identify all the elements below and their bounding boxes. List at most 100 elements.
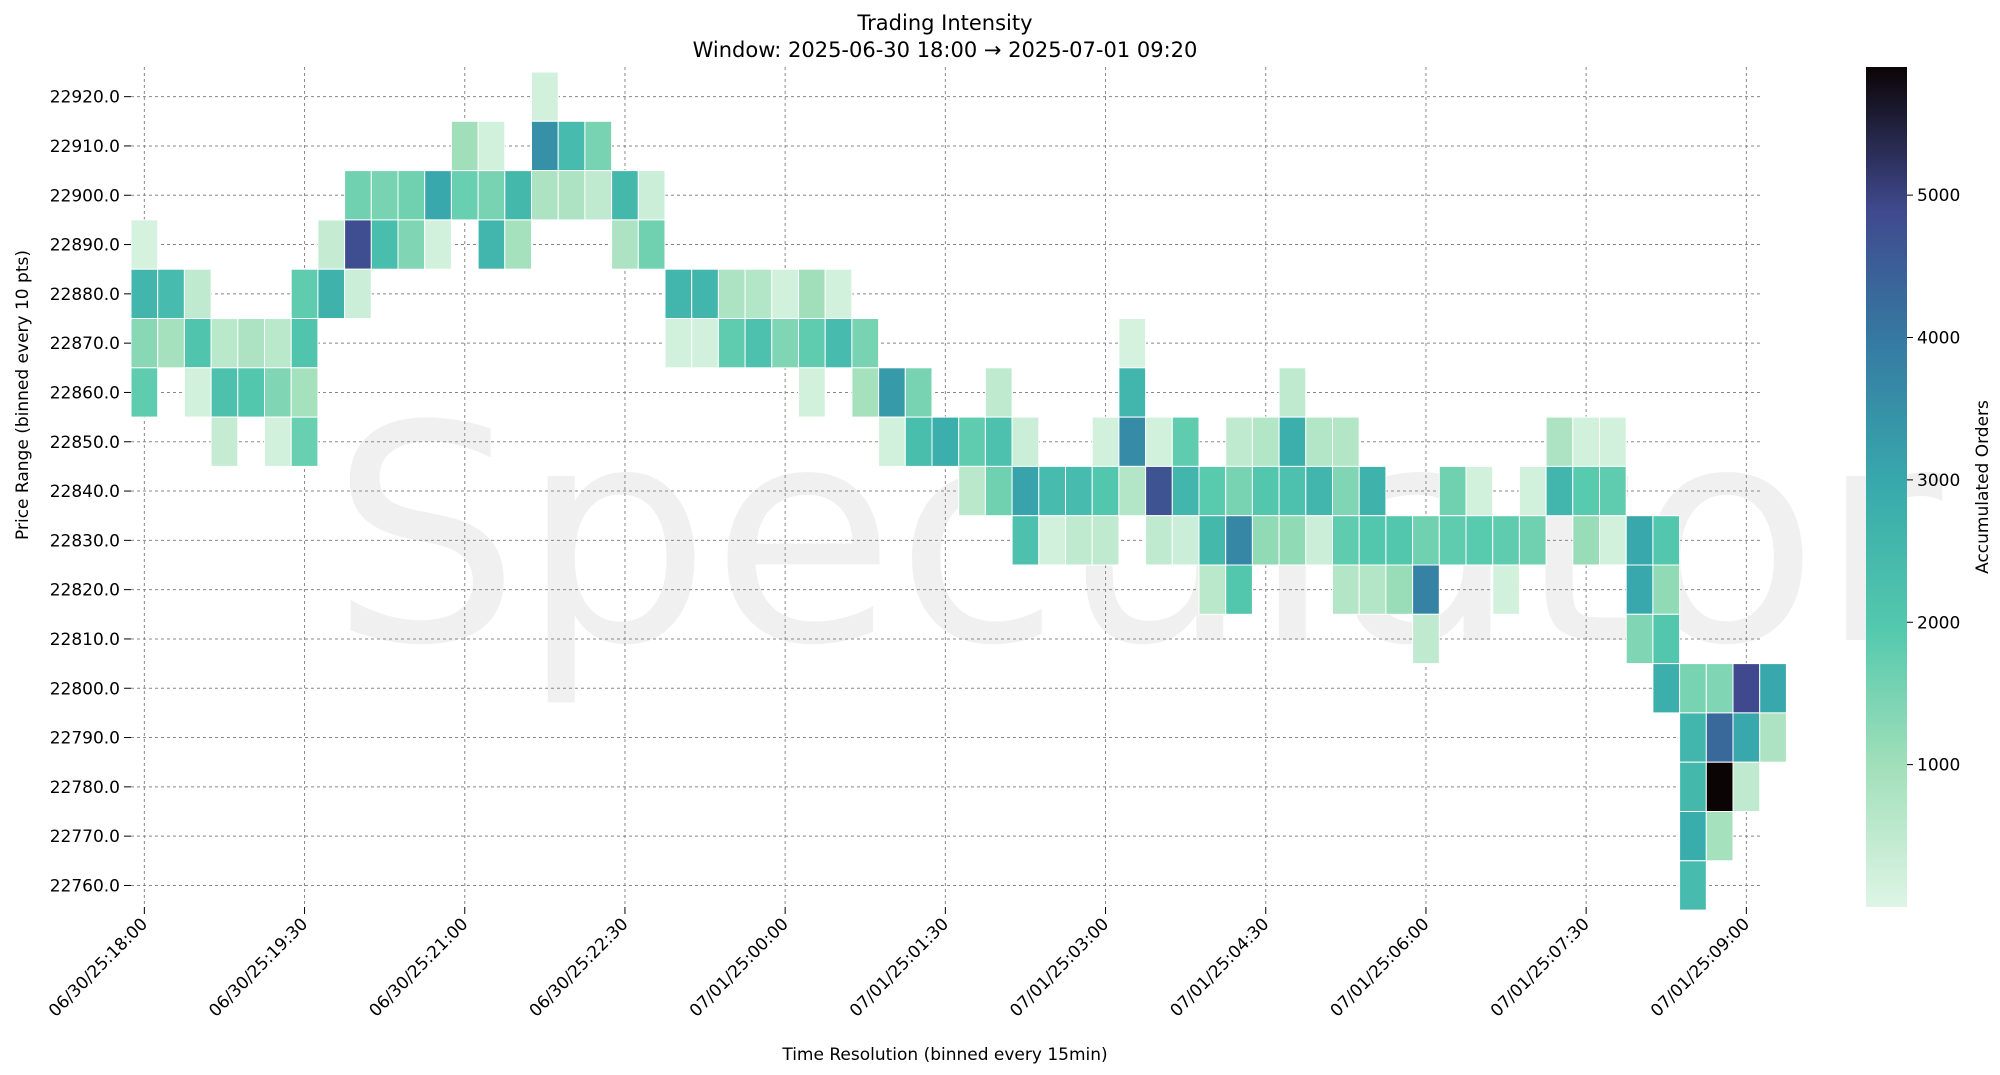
- heatmap-cell: [691, 268, 719, 320]
- heatmap-cell: [344, 170, 372, 221]
- heatmap-cell: [611, 170, 639, 221]
- heatmap-cell: [1118, 318, 1147, 369]
- heatmap-cell: [904, 416, 933, 467]
- colorbar-tick-label: 2000: [1917, 613, 1960, 633]
- heatmap-cell: [1278, 515, 1307, 566]
- heatmap-cell: [290, 367, 319, 418]
- heatmap-cell: [1198, 465, 1227, 517]
- heatmap-cell: [1145, 515, 1173, 566]
- x-tick-label: 07/01/25:04:30: [1166, 914, 1273, 1021]
- heatmap-cell: [504, 170, 532, 221]
- x-tick-label: 07/01/25:01:30: [846, 914, 953, 1021]
- y-tick-label: 22900.0: [50, 186, 120, 206]
- heatmap-cells: [130, 71, 1787, 911]
- heatmap-cell: [1732, 761, 1761, 813]
- heatmap-cell: [1572, 515, 1601, 566]
- heatmap-cell: [183, 268, 212, 320]
- heatmap-cell: [504, 219, 532, 270]
- heatmap-cell: [851, 367, 880, 418]
- heatmap-cell: [1038, 465, 1067, 517]
- y-tick-label: 22820.0: [50, 581, 120, 601]
- heatmap-cell: [878, 367, 906, 418]
- heatmap-cell: [1705, 712, 1734, 763]
- x-tick-label: 06/30/25:22:30: [526, 914, 633, 1021]
- heatmap-cell: [397, 219, 426, 270]
- heatmap-cell: [1465, 465, 1494, 517]
- heatmap-cell: [1065, 515, 1093, 566]
- heatmap-cell: [1225, 515, 1253, 566]
- heatmap-cell: [798, 367, 826, 418]
- heatmap-cell: [1118, 367, 1147, 418]
- heatmap-cell: [1251, 416, 1280, 467]
- y-tick-label: 22890.0: [50, 236, 120, 256]
- heatmap-cell: [370, 170, 399, 221]
- heatmap-cell: [1438, 515, 1467, 566]
- heatmap-cell: [1705, 761, 1734, 813]
- heatmap-cell: [1652, 564, 1681, 615]
- heatmap-cell: [130, 318, 159, 369]
- heatmap-cell: [1759, 712, 1787, 763]
- heatmap-cell: [531, 170, 559, 221]
- x-tick-label: 07/01/25:06:00: [1327, 914, 1434, 1021]
- y-tick-label: 22920.0: [50, 88, 120, 108]
- heatmap-cell: [1171, 416, 1200, 467]
- heatmap-cell: [1065, 465, 1093, 517]
- heatmap-cell: [664, 268, 693, 320]
- heatmap-cell: [237, 367, 266, 418]
- heatmap-cell: [1625, 564, 1654, 615]
- heatmap-cell: [1518, 465, 1547, 517]
- heatmap-cell: [984, 367, 1013, 418]
- heatmap-cell: [1225, 564, 1253, 615]
- heatmap-cell: [130, 268, 159, 320]
- heatmap-cell: [611, 219, 639, 270]
- heatmap-cell: [1545, 416, 1574, 467]
- heatmap-cell: [771, 318, 799, 369]
- x-tick-label: 07/01/25:07:30: [1487, 914, 1594, 1021]
- x-axis-ticks: 06/30/25:18:00 06/30/25:19:30 06/30/25:21:…: [45, 907, 1754, 1021]
- heatmap-cell: [1679, 811, 1707, 862]
- y-tick-label: 22870.0: [50, 334, 120, 354]
- heatmap-cell: [1679, 761, 1707, 813]
- y-axis-label: Price Range (binned every 10 pts): [13, 250, 33, 540]
- x-tick-label: 06/30/25:21:00: [365, 914, 472, 1021]
- heatmap-cell: [290, 416, 319, 467]
- heatmap-cell: [1198, 515, 1227, 566]
- heatmap-cell: [1305, 515, 1334, 566]
- heatmap-cell: [290, 268, 319, 320]
- heatmap-cell: [1091, 465, 1120, 517]
- heatmap-cell: [1705, 663, 1734, 714]
- heatmap-cell: [1599, 416, 1627, 467]
- heatmap-cell: [424, 219, 452, 270]
- heatmap-cell: [1679, 712, 1707, 763]
- chart-title: Trading Intensity: [856, 11, 1032, 35]
- colorbar-tick-label: 4000: [1917, 329, 1960, 349]
- heatmap-cell: [1599, 465, 1627, 517]
- heatmap-cell: [1385, 515, 1414, 566]
- heatmap-cell: [958, 416, 986, 467]
- x-tick-label: 06/30/25:19:30: [205, 914, 312, 1021]
- y-axis-ticks: 22760.0 22770.0 22780.0 22790.0 22800.0 22810…: [50, 88, 131, 896]
- heatmap-cell: [531, 120, 559, 172]
- heatmap-cell: [264, 318, 292, 369]
- heatmap-cell: [1385, 564, 1414, 615]
- heatmap-cell: [691, 318, 719, 369]
- x-tick-label: 07/01/25:00:00: [686, 914, 793, 1021]
- heatmap-cell: [210, 318, 239, 369]
- heatmap-cell: [584, 120, 613, 172]
- heatmap-cell: [1038, 515, 1067, 566]
- heatmap-cell: [1679, 663, 1707, 714]
- heatmap-cell: [1251, 515, 1280, 566]
- colorbar-ticks: 1000 2000 3000 4000 5000: [1907, 186, 1960, 776]
- heatmap-cell: [317, 268, 346, 320]
- y-tick-label: 22840.0: [50, 482, 120, 502]
- heatmap-cell: [1572, 465, 1601, 517]
- heatmap-cell: [1438, 465, 1467, 517]
- heatmap-cell: [477, 170, 506, 221]
- heatmap-cell: [637, 170, 666, 221]
- heatmap-cell: [1278, 465, 1307, 517]
- heatmap-cell: [317, 219, 346, 270]
- heatmap-cell: [1412, 515, 1440, 566]
- y-tick-label: 22790.0: [50, 729, 120, 749]
- heatmap-cell: [370, 219, 399, 270]
